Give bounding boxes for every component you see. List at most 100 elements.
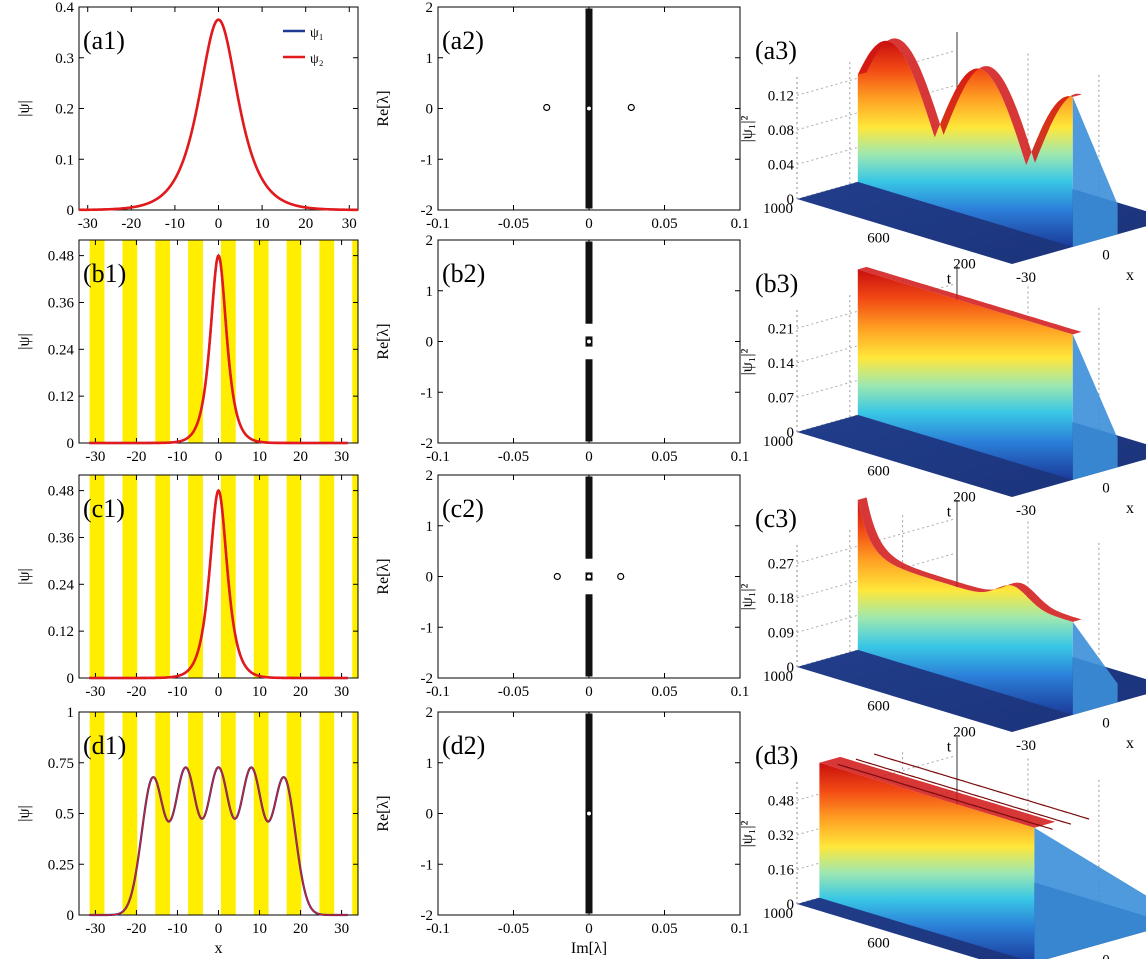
- y-tick-label: 2: [426, 468, 434, 484]
- y-tick-label: 1: [426, 51, 434, 67]
- y-tick-label: 0.4: [55, 0, 74, 16]
- eigenvalue-point: [586, 810, 592, 817]
- surface-ridge-crest: [873, 753, 1090, 820]
- y-axis-label: |ψ|: [16, 805, 33, 821]
- x-tick-label: -30: [85, 921, 105, 937]
- x-tick-label: -0.05: [498, 921, 529, 937]
- y-tick-label: 0: [426, 102, 434, 118]
- x-tick-label: 0: [1102, 716, 1110, 732]
- x-axis-label: x: [1126, 735, 1134, 752]
- y-tick-label: 0: [426, 570, 434, 586]
- panel-label-d3: (d3): [755, 741, 798, 770]
- eigenvalue-point: [586, 573, 592, 580]
- surface-ridge-crest: [837, 763, 1053, 830]
- z-tick-label: 0.09: [768, 625, 794, 641]
- y-tick-label: 1: [426, 519, 434, 535]
- y-axis-label: Re[λ]: [375, 323, 392, 359]
- surface-ridge: [857, 40, 1073, 247]
- panel-label-a2: (a2): [442, 26, 484, 55]
- x-tick-label: 0: [215, 216, 223, 232]
- y-tick-label: 0.24: [48, 342, 75, 358]
- x-tick-label: 0.05: [651, 449, 677, 465]
- t-axis-label: t: [947, 271, 952, 288]
- t-tick-label: 200: [953, 489, 976, 505]
- z-axis-label: |ψ₁|²: [739, 583, 756, 610]
- x-tick-label: -30: [78, 216, 98, 232]
- panel-a1: -30 -20 -10 0 10 20 30 0 0.1 0.2 0.3 0.4 |ψ| ψ₁ ψ₂ (a1): [16, 0, 359, 232]
- lattice-stripe: [122, 240, 138, 443]
- y-tick-label: 0.48: [48, 249, 74, 265]
- y-tick-label: 0: [67, 203, 75, 219]
- lattice-stripe: [89, 475, 105, 678]
- y-tick-label: 0.5: [55, 807, 74, 823]
- x-tick-label: -30: [1016, 503, 1036, 519]
- eigenvalue-column: [585, 359, 593, 442]
- x-tick-label: -0.1: [426, 216, 450, 232]
- panel-label-b3: (b3): [755, 269, 798, 298]
- lattice-stripe: [188, 475, 203, 678]
- y-tick-label: 0: [67, 436, 75, 452]
- lattice-stripe: [155, 712, 171, 915]
- eigenvalue-point: [586, 338, 592, 345]
- t-tick-label: 200: [953, 256, 976, 272]
- y-tick-label: 0.36: [48, 295, 75, 311]
- lattice-stripe: [155, 475, 171, 678]
- lattice-stripe: [220, 712, 236, 915]
- y-tick-label: 0.12: [48, 389, 74, 405]
- lattice-stripe: [286, 240, 302, 443]
- y-tick-label: 0.48: [48, 484, 74, 500]
- t-tick-label: 1000: [763, 669, 793, 685]
- eigenvalue-point: [627, 103, 635, 112]
- x-tick-label: -0.05: [498, 216, 529, 232]
- x-tick-label: 20: [298, 216, 313, 232]
- y-axis-label: Re[λ]: [375, 558, 392, 594]
- y-tick-label: -2: [421, 908, 434, 924]
- panel-a2: -0.1 -0.05 0 0.05 0.1 -2 -1 0 1 2 Re[λ] (a2): [375, 0, 749, 232]
- panel-label-a1: (a1): [83, 26, 125, 55]
- y-tick-label: 2: [426, 233, 434, 249]
- surface-ridge-end: [1072, 621, 1118, 715]
- legend-label-psi1: ψ₁: [310, 26, 324, 41]
- y-tick-label: 1: [67, 705, 75, 721]
- y-tick-label: 0.12: [48, 624, 74, 640]
- x-tick-label: 10: [252, 449, 267, 465]
- y-tick-label: 1: [426, 756, 434, 772]
- y-tick-label: -1: [421, 620, 434, 636]
- lattice-stripe: [122, 475, 138, 678]
- z-tick-label: 0.27: [768, 556, 795, 572]
- y-tick-label: 0.75: [48, 756, 74, 772]
- surface-ridge: [819, 762, 1035, 959]
- x-tick-label: -30: [85, 684, 105, 700]
- t-axis-label: t: [947, 504, 952, 521]
- surface-ridge-top: [819, 756, 1056, 828]
- z-axis-label: |ψ₁|²: [739, 115, 756, 142]
- lattice-stripe: [352, 475, 358, 678]
- lattice-stripe: [89, 240, 105, 443]
- surface-ridge-end: [1034, 827, 1146, 959]
- series-psi2-line: [89, 253, 348, 445]
- z-tick-label: 0.14: [768, 356, 795, 372]
- z-tick-label: 0.12: [768, 88, 794, 104]
- lattice-stripe: [253, 240, 269, 443]
- x-tick-label: 10: [252, 684, 267, 700]
- lattice-stripe: [253, 475, 269, 678]
- y-tick-label: 0: [67, 908, 75, 924]
- x-tick-label: 0: [1102, 953, 1110, 959]
- x-tick-label: -0.1: [426, 921, 450, 937]
- x-tick-label: 0: [215, 684, 223, 700]
- x-tick-label: 0.1: [731, 921, 750, 937]
- x-tick-label: 30: [334, 684, 349, 700]
- z-tick-label: 0: [787, 192, 795, 208]
- x-tick-label: -20: [126, 921, 146, 937]
- x-tick-label: -10: [165, 216, 185, 232]
- x-tick-label: 0.05: [651, 684, 677, 700]
- legend-label-psi2: ψ₂: [310, 52, 324, 67]
- x-tick-label: 0.1: [731, 216, 750, 232]
- y-tick-label: 0: [426, 807, 434, 823]
- x-tick-label: -0.05: [498, 449, 529, 465]
- lattice-stripe: [352, 240, 358, 443]
- t-axis-label: t: [947, 739, 952, 756]
- z-tick-label: 0.18: [768, 591, 794, 607]
- y-tick-label: -1: [421, 385, 434, 401]
